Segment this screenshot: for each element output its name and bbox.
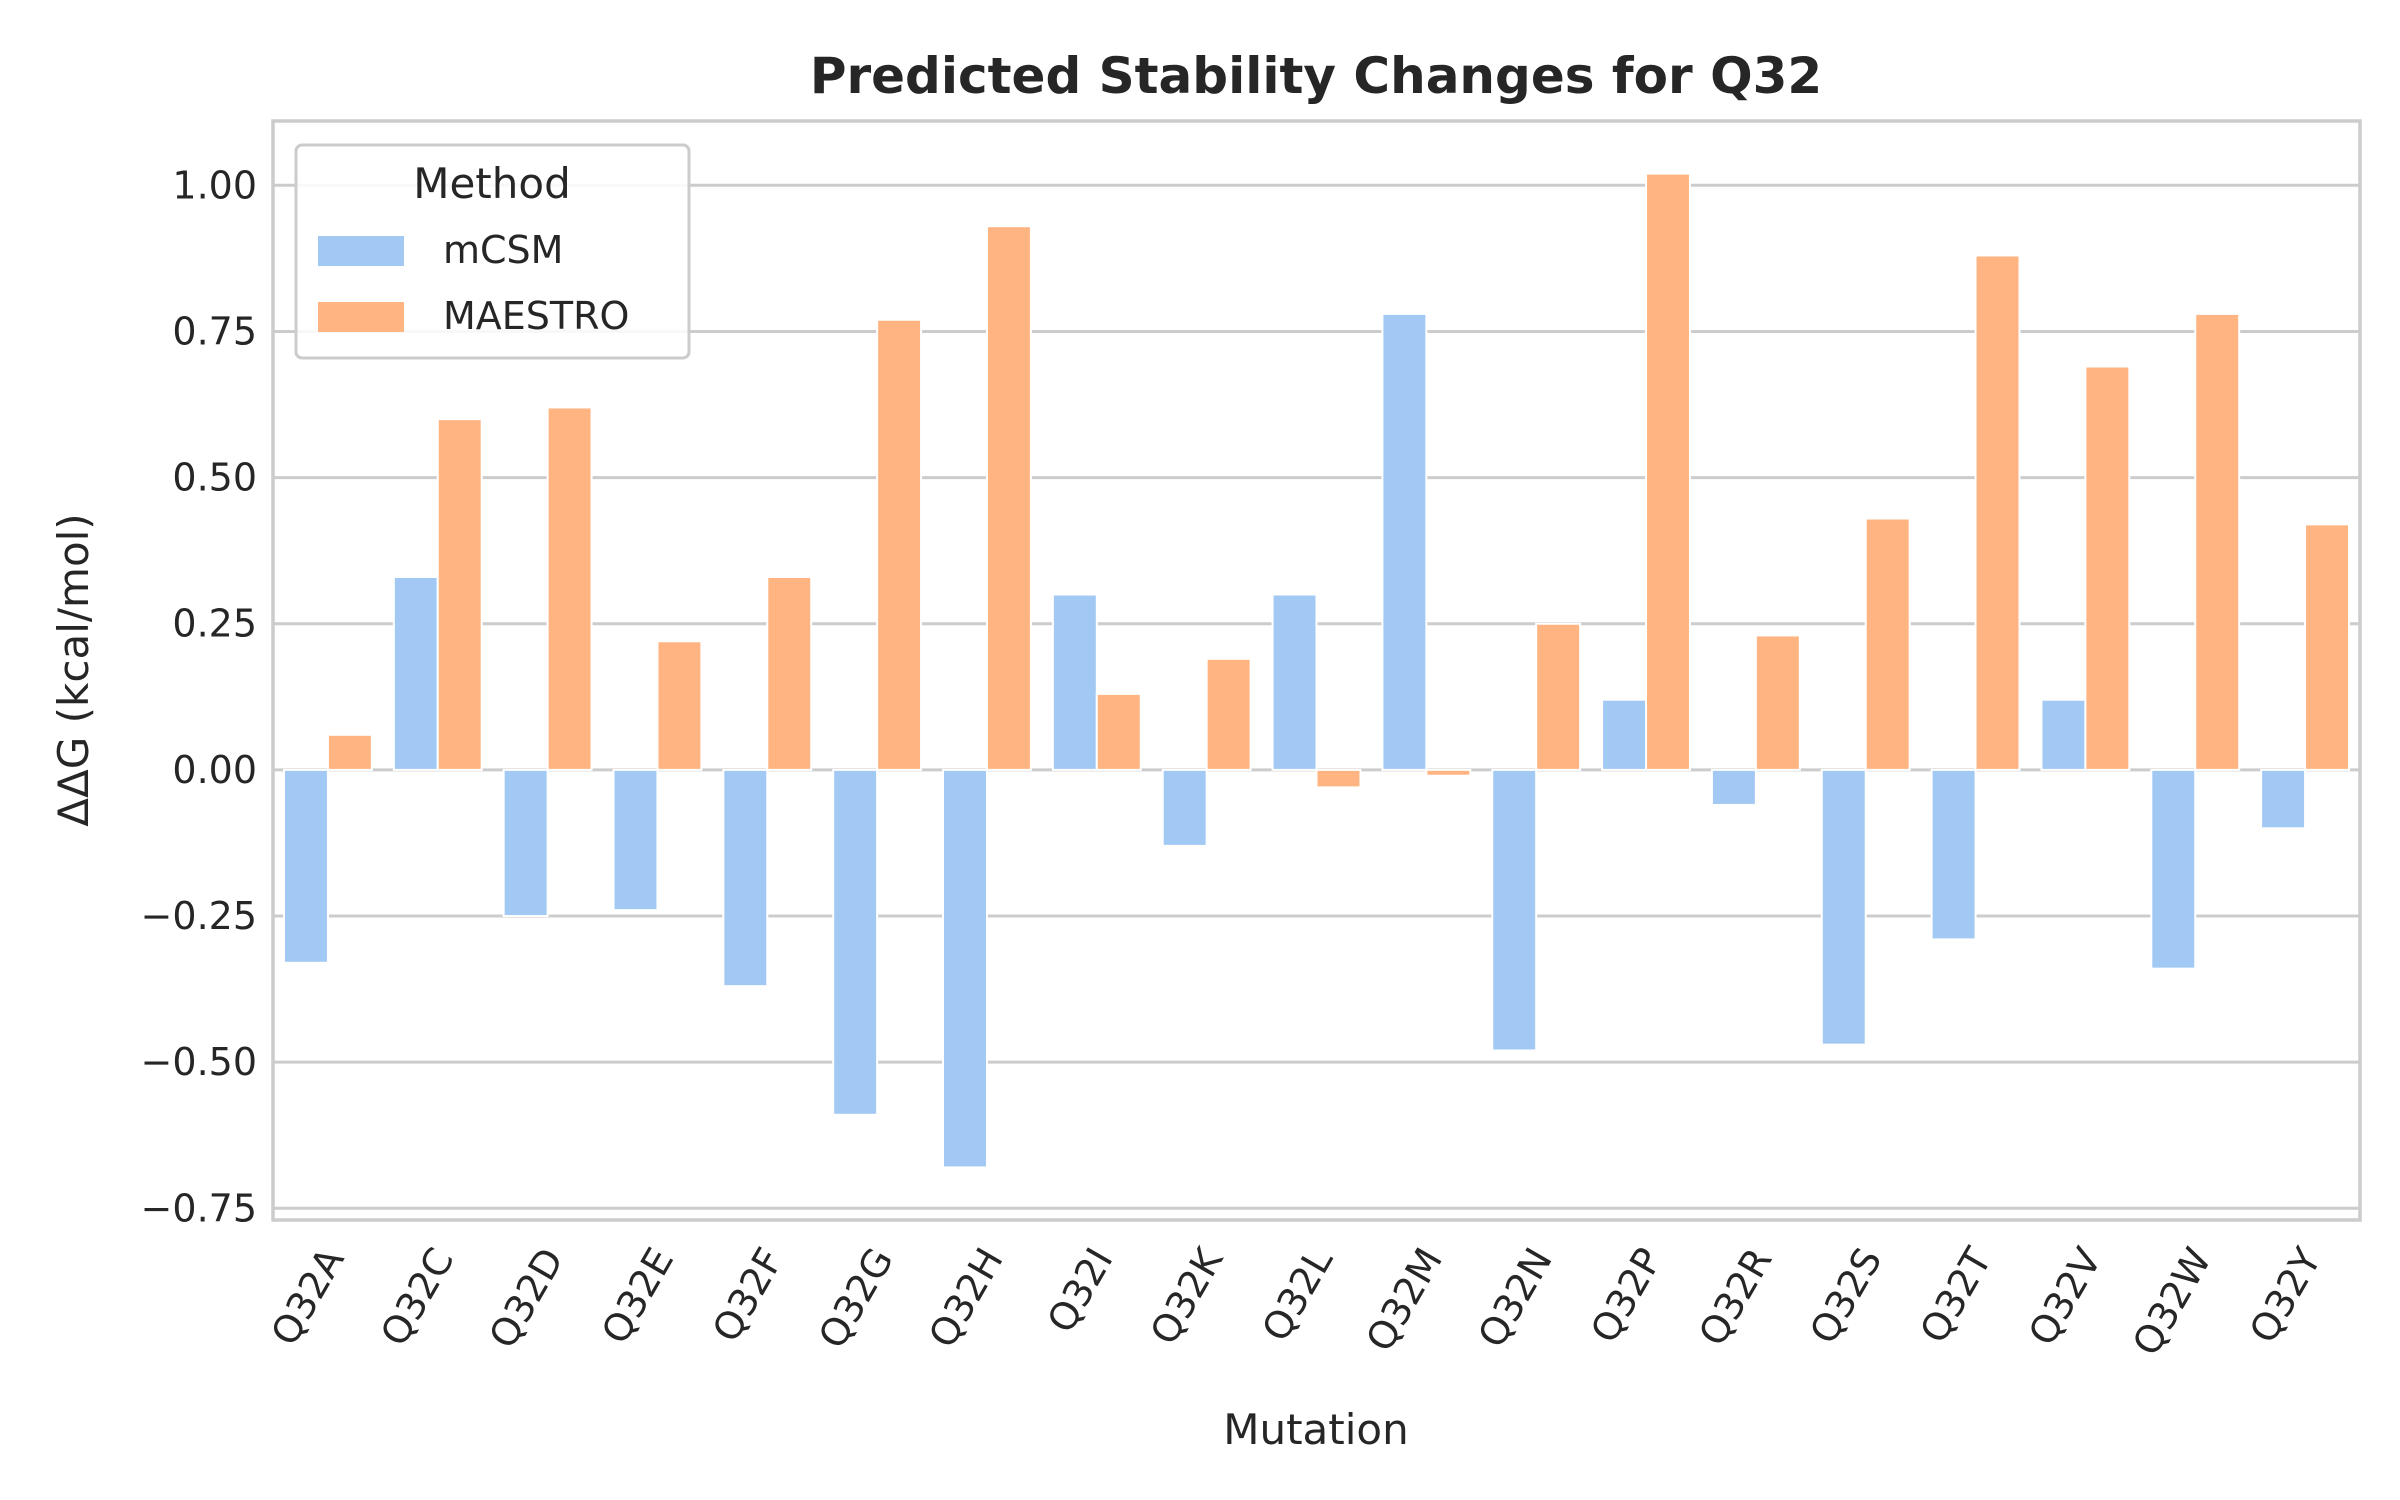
y-tick-label: −0.75 <box>141 1186 257 1230</box>
bar-maestro-q32w <box>2194 312 2241 771</box>
x-tick-label: Q32C <box>372 1241 463 1354</box>
x-tick-label: Q32P <box>1582 1241 1671 1351</box>
x-tick-label: Q32L <box>1253 1241 1341 1349</box>
bar-maestro-q32r <box>1754 634 1801 771</box>
bar-mcsm-q32s <box>1820 768 1867 1046</box>
bar-maestro-q32s <box>1864 517 1911 771</box>
x-tick-label: Q32W <box>2124 1241 2220 1363</box>
plot-frame <box>271 119 2362 1222</box>
bar-mcsm-q32f <box>722 768 769 988</box>
x-tick-label: Q32T <box>1911 1240 2000 1351</box>
bar-maestro-q32n <box>1535 622 1582 771</box>
bar-mcsm-q32m <box>1381 312 1428 771</box>
x-tick-label: Q32K <box>1142 1240 1232 1352</box>
bar-mcsm-q32r <box>1710 768 1757 806</box>
x-tick-label: Q32N <box>1469 1241 1560 1355</box>
y-tick-label: 0.75 <box>172 309 257 353</box>
x-tick-label: Q32M <box>1357 1241 1451 1359</box>
bar-mcsm-q32v <box>2040 698 2087 771</box>
bar-mcsm-q32a <box>282 768 329 964</box>
legend-swatch-maestro <box>318 302 404 332</box>
x-tick-label: Q32F <box>704 1241 792 1350</box>
bar-maestro-q32y <box>2304 523 2351 771</box>
bar-mcsm-q32d <box>502 768 549 918</box>
bar-maestro-q32p <box>1645 172 1691 771</box>
legend-swatch-mcsm <box>318 236 404 266</box>
bar-maestro-q32h <box>985 225 1032 771</box>
y-tick-label: 0.25 <box>172 602 257 646</box>
bar-maestro-q32a <box>326 733 373 771</box>
y-tick-labels: 1.00 0.75 0.50 0.25 0.00 −0.25 −0.50 −0.75 <box>141 163 257 1230</box>
x-tick-label: Q32H <box>920 1241 1012 1356</box>
bar-maestro-q32v <box>2084 365 2131 771</box>
bar-mcsm-q32g <box>832 768 879 1116</box>
bar-mcsm-q32l <box>1271 593 1318 771</box>
bar-mcsm-q32k <box>1161 768 1208 847</box>
bar-maestro-q32f <box>766 575 813 771</box>
legend: Method mCSM MAESTRO <box>294 143 691 360</box>
x-tick-label: Q32D <box>480 1241 572 1356</box>
y-axis-label: ΔΔG (kcal/mol) <box>49 513 98 826</box>
bar-maestro-q32c <box>436 418 483 771</box>
bar-mcsm-q32w <box>2150 768 2197 970</box>
x-tick-label: Q32G <box>810 1241 902 1356</box>
x-tick-labels: Q32A Q32C Q32D Q32E Q32F Q32G Q32H Q32I Q32K Q32L… <box>262 1240 2330 1363</box>
bar-mcsm-q32c <box>392 575 439 771</box>
legend-title: Method <box>413 159 571 208</box>
y-tick-label: 0.00 <box>172 748 257 792</box>
bar-mcsm-q32t <box>1930 768 1977 941</box>
bar-mcsm-q32p <box>1601 698 1648 771</box>
y-tick-label: 1.00 <box>172 163 257 207</box>
x-tick-label: Q32R <box>1690 1241 1780 1354</box>
x-tick-label: Q32Y <box>2241 1240 2330 1351</box>
chart-title: Predicted Stability Changes for Q32 <box>810 47 1822 105</box>
x-tick-label: Q32I <box>1039 1241 1122 1340</box>
bars <box>282 172 2351 1169</box>
bar-maestro-q32m <box>1425 768 1472 777</box>
legend-label-mcsm: mCSM <box>443 228 563 272</box>
x-tick-label: Q32E <box>593 1241 682 1352</box>
x-axis-label: Mutation <box>1223 1405 1409 1454</box>
bar-maestro-q32e <box>656 640 703 771</box>
bar-maestro-q32g <box>876 318 923 771</box>
y-tick-label: 0.50 <box>172 456 257 500</box>
bar-maestro-q32d <box>546 406 593 771</box>
bar-maestro-q32i <box>1095 692 1142 771</box>
bar-maestro-q32t <box>1974 254 2021 771</box>
bar-mcsm-q32e <box>612 768 659 912</box>
x-tick-label: Q32A <box>262 1241 352 1353</box>
legend-label-maestro: MAESTRO <box>443 294 629 338</box>
x-tick-label: Q32S <box>1801 1241 1890 1352</box>
bar-maestro-q32k <box>1205 657 1252 771</box>
bar-mcsm-q32y <box>2260 768 2307 830</box>
bar-mcsm-q32n <box>1491 768 1538 1052</box>
bar-mcsm-q32h <box>942 768 988 1169</box>
bar-maestro-q32l <box>1315 768 1362 789</box>
bar-mcsm-q32i <box>1051 593 1098 771</box>
y-tick-label: −0.50 <box>141 1040 257 1084</box>
y-tick-label: −0.25 <box>141 894 257 938</box>
x-tick-label: Q32V <box>2020 1241 2110 1353</box>
